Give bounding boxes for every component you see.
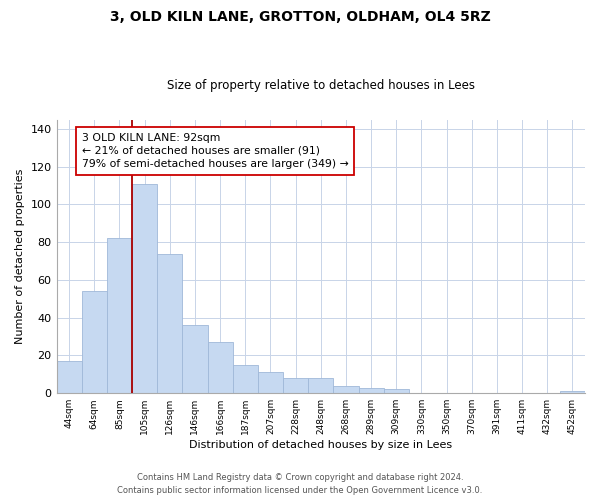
Bar <box>359 388 383 393</box>
Bar <box>258 372 283 393</box>
Bar <box>308 378 334 393</box>
Bar <box>334 386 359 393</box>
Bar <box>82 292 107 393</box>
Bar <box>107 238 132 393</box>
Bar <box>182 326 208 393</box>
Bar <box>383 390 409 393</box>
X-axis label: Distribution of detached houses by size in Lees: Distribution of detached houses by size … <box>189 440 452 450</box>
Y-axis label: Number of detached properties: Number of detached properties <box>15 168 25 344</box>
Bar <box>132 184 157 393</box>
Bar <box>157 254 182 393</box>
Bar <box>208 342 233 393</box>
Bar <box>283 378 308 393</box>
Bar <box>233 365 258 393</box>
Bar <box>56 361 82 393</box>
Text: 3 OLD KILN LANE: 92sqm
← 21% of detached houses are smaller (91)
79% of semi-det: 3 OLD KILN LANE: 92sqm ← 21% of detached… <box>82 133 349 169</box>
Bar <box>560 392 585 393</box>
Text: Contains HM Land Registry data © Crown copyright and database right 2024.
Contai: Contains HM Land Registry data © Crown c… <box>118 474 482 495</box>
Title: Size of property relative to detached houses in Lees: Size of property relative to detached ho… <box>167 79 475 92</box>
Text: 3, OLD KILN LANE, GROTTON, OLDHAM, OL4 5RZ: 3, OLD KILN LANE, GROTTON, OLDHAM, OL4 5… <box>110 10 490 24</box>
